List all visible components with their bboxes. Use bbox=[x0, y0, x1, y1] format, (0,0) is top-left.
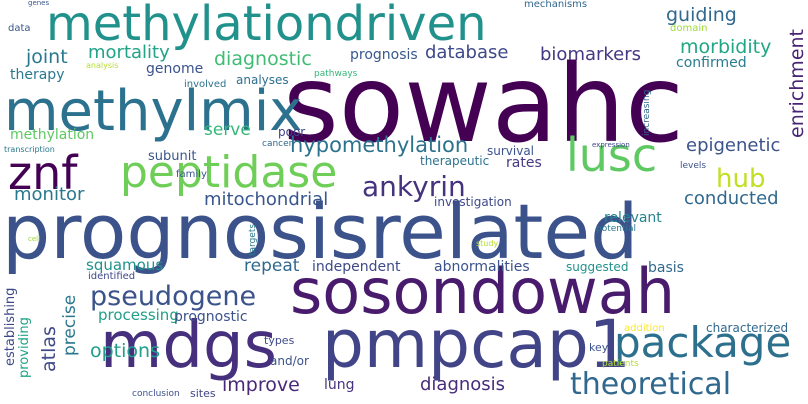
word: mortality bbox=[88, 42, 170, 63]
word: mechanisms bbox=[524, 0, 588, 10]
word: monitor bbox=[14, 184, 85, 205]
word: suggested bbox=[566, 260, 629, 274]
word: biomarkers bbox=[540, 44, 642, 65]
word: joint bbox=[26, 46, 68, 68]
word: diagnosis bbox=[420, 374, 506, 395]
word: analyses bbox=[236, 73, 289, 87]
word: pathways bbox=[314, 69, 358, 79]
word: methylationdriven bbox=[46, 0, 487, 52]
word: ankyrin bbox=[362, 170, 466, 203]
word: genome bbox=[146, 61, 204, 77]
word: characterized bbox=[706, 321, 789, 335]
word: poor bbox=[278, 125, 306, 139]
word: cell bbox=[28, 235, 41, 243]
word: domain bbox=[670, 23, 708, 34]
word: levels bbox=[680, 161, 707, 171]
word: prognosisrelated bbox=[2, 187, 639, 276]
word: database bbox=[425, 42, 509, 63]
word: genes bbox=[28, 0, 50, 7]
word: key bbox=[589, 341, 609, 354]
word: hub bbox=[716, 164, 766, 194]
word: basis bbox=[648, 260, 684, 276]
word: family bbox=[176, 169, 207, 180]
word: serve bbox=[204, 120, 251, 140]
word: peptidase bbox=[120, 147, 338, 198]
word: cancer bbox=[262, 139, 293, 149]
word: relevant bbox=[604, 210, 662, 226]
word: targets bbox=[248, 223, 258, 256]
word: morbidity bbox=[680, 36, 772, 58]
word: options bbox=[90, 340, 160, 362]
word: diagnostic bbox=[214, 48, 312, 70]
word: patients bbox=[602, 359, 639, 369]
word: package bbox=[614, 318, 792, 367]
word: confirmed bbox=[676, 55, 747, 71]
word: investigation bbox=[434, 195, 512, 209]
word: enrichment bbox=[786, 29, 808, 138]
word: transcription bbox=[4, 145, 55, 154]
word: addition bbox=[624, 323, 665, 334]
word: prognostic bbox=[174, 309, 248, 325]
word: znf bbox=[8, 146, 78, 200]
word: precise bbox=[60, 294, 80, 356]
word: mitochondrial bbox=[204, 189, 329, 210]
word: hypomethylation bbox=[290, 133, 469, 157]
word: study bbox=[476, 239, 499, 248]
word: prognosis bbox=[350, 47, 418, 63]
word: analysis bbox=[86, 61, 119, 70]
word: pmpcap1 bbox=[322, 306, 631, 383]
word: therapy bbox=[10, 67, 65, 83]
word: conclusion bbox=[132, 389, 180, 399]
word: epigenetic bbox=[686, 135, 781, 156]
word: establishing bbox=[3, 287, 18, 366]
word: repeat bbox=[244, 256, 300, 276]
word: involved bbox=[184, 79, 227, 90]
word: therapeutic bbox=[420, 154, 490, 168]
word: processing bbox=[98, 306, 179, 324]
word: improve bbox=[222, 374, 300, 396]
word: independent bbox=[312, 259, 401, 275]
word: survival bbox=[487, 144, 535, 158]
word: providing bbox=[17, 317, 32, 378]
word: identified bbox=[88, 271, 136, 282]
word: lusc bbox=[566, 128, 658, 182]
word: increasing bbox=[642, 89, 652, 136]
word: subunit bbox=[148, 149, 197, 164]
word: guiding bbox=[666, 4, 737, 26]
word: data bbox=[8, 23, 31, 34]
word: pseudogene bbox=[90, 281, 257, 312]
word: conducted bbox=[684, 188, 779, 209]
word: lung bbox=[324, 377, 355, 393]
word: sosondowah bbox=[290, 255, 676, 328]
word: methylmix bbox=[4, 79, 303, 144]
word: abnormalities bbox=[434, 259, 530, 275]
word: mdgs bbox=[100, 309, 277, 383]
word: sites bbox=[190, 387, 216, 400]
word: types bbox=[264, 334, 295, 347]
word: potential bbox=[596, 224, 637, 234]
word: and/or bbox=[270, 354, 309, 368]
word: atlas bbox=[38, 326, 60, 372]
word: rates bbox=[506, 155, 542, 171]
word: sowahc bbox=[283, 43, 684, 167]
word: methylation bbox=[10, 127, 95, 143]
word: theoretical bbox=[570, 367, 732, 402]
word: expression bbox=[592, 141, 630, 149]
word: squamous bbox=[86, 256, 164, 274]
